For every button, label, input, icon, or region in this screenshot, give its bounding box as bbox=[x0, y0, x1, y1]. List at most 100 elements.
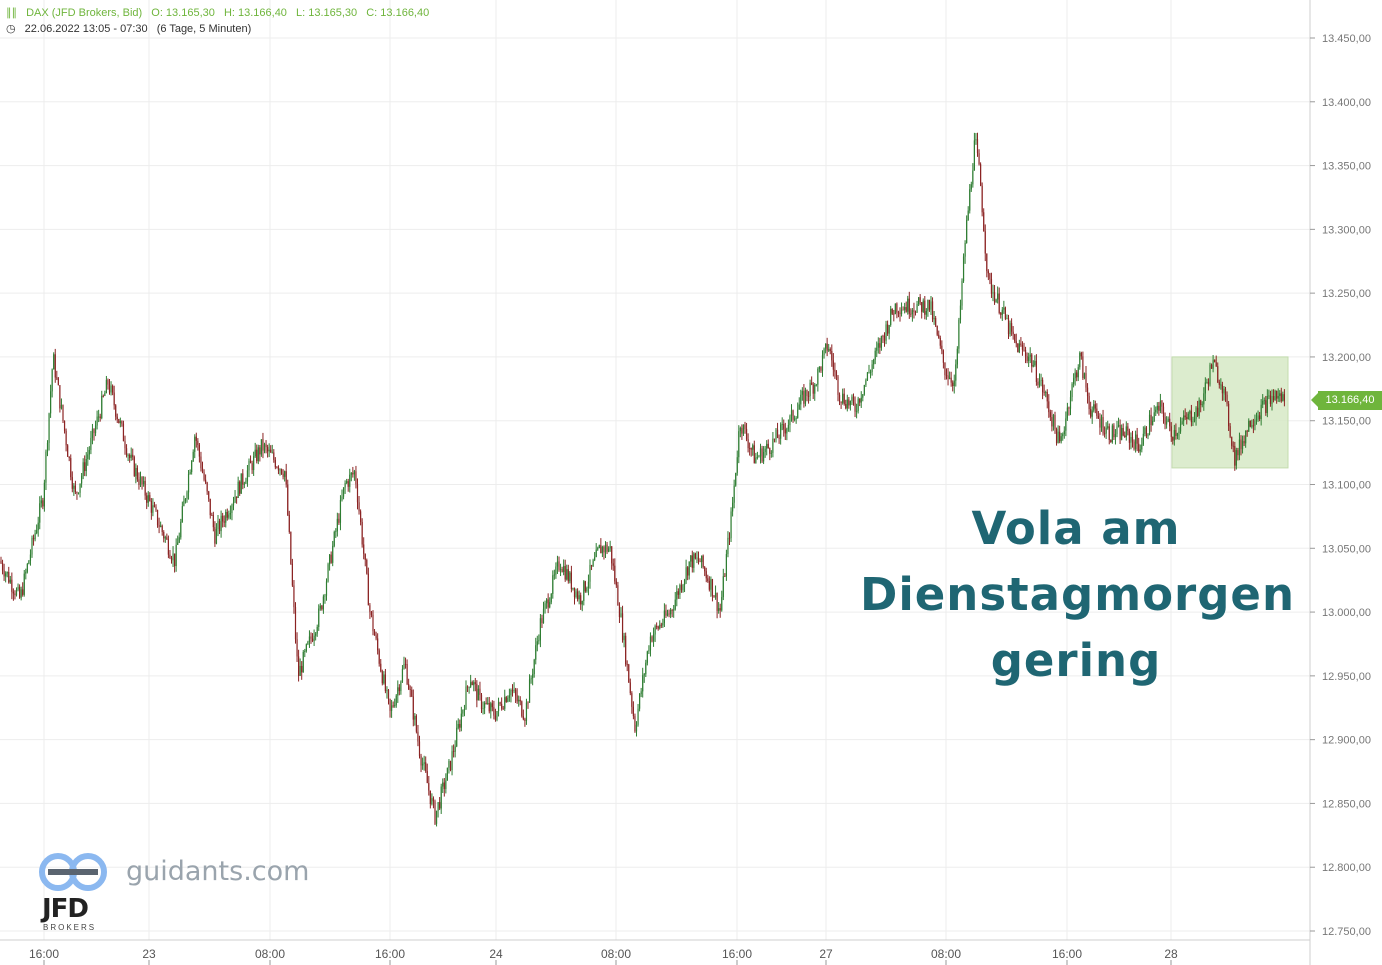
candle-body bbox=[32, 537, 35, 540]
candle-body bbox=[194, 436, 196, 452]
candle-body bbox=[1124, 435, 1126, 438]
candle-body bbox=[74, 485, 76, 493]
candle-body bbox=[1049, 412, 1051, 418]
candle-body bbox=[741, 427, 743, 434]
candle-body bbox=[257, 447, 259, 462]
candle-body bbox=[567, 569, 569, 582]
candle-body bbox=[555, 566, 557, 575]
candle-body bbox=[42, 500, 44, 507]
candle-body bbox=[1231, 436, 1233, 446]
candle-body bbox=[857, 398, 859, 412]
candle-body bbox=[823, 348, 825, 356]
candle-body bbox=[1105, 427, 1107, 434]
candle-body bbox=[515, 689, 517, 696]
candle-body bbox=[811, 382, 813, 385]
candle-body bbox=[1117, 424, 1120, 427]
candle-body bbox=[1195, 407, 1197, 419]
candle-body bbox=[401, 668, 404, 682]
candle-body bbox=[936, 325, 938, 335]
candle-body bbox=[240, 473, 242, 494]
candle-body bbox=[342, 487, 345, 497]
candle-body bbox=[759, 448, 762, 457]
candle-body bbox=[1228, 403, 1230, 427]
candle-body bbox=[976, 139, 979, 154]
candle-body bbox=[435, 810, 438, 824]
candle-body bbox=[1059, 431, 1061, 442]
candle-body bbox=[124, 441, 126, 449]
candle-body bbox=[891, 308, 893, 314]
candle-body bbox=[161, 525, 163, 533]
candle-body bbox=[333, 531, 335, 546]
candle-body bbox=[927, 299, 929, 312]
candle-body bbox=[527, 702, 529, 704]
candle-body bbox=[1238, 439, 1241, 456]
candle-body bbox=[81, 475, 83, 484]
candle-body bbox=[1122, 427, 1124, 436]
y-tick-label: 13.100,00 bbox=[1322, 480, 1371, 492]
y-axis: 13.450,00 13.400,00 13.350,00 13.300,00 13.2… bbox=[1310, 33, 1371, 938]
candle-body bbox=[859, 398, 861, 403]
candle-body bbox=[234, 496, 236, 503]
candle-body bbox=[383, 674, 385, 684]
candle-body bbox=[91, 428, 94, 438]
candle-body bbox=[364, 553, 366, 560]
candle-body bbox=[635, 724, 638, 732]
candle-body bbox=[1051, 417, 1053, 427]
candle-body bbox=[497, 702, 500, 712]
candle-body bbox=[869, 371, 872, 373]
candle-body bbox=[1187, 413, 1189, 420]
candle-body bbox=[437, 802, 439, 811]
candle-body bbox=[691, 555, 693, 568]
candle-body bbox=[952, 382, 954, 387]
candle-body bbox=[1156, 405, 1158, 410]
instrument-name[interactable]: DAX (JFD Brokers, Bid) bbox=[26, 7, 143, 19]
candle-body bbox=[913, 310, 915, 313]
candle-body bbox=[57, 378, 59, 386]
candle-body bbox=[90, 437, 92, 450]
candle-body bbox=[580, 595, 582, 605]
candle-body bbox=[846, 399, 848, 409]
candle-body bbox=[1192, 421, 1194, 423]
candle-body bbox=[711, 579, 714, 596]
candle-body bbox=[160, 525, 162, 527]
candle-body bbox=[812, 384, 814, 394]
candle-body bbox=[879, 343, 881, 348]
candle-body bbox=[935, 317, 937, 326]
candle-body bbox=[1179, 424, 1182, 432]
candle-body bbox=[581, 601, 583, 605]
candle-body bbox=[1175, 430, 1177, 436]
candle-body bbox=[260, 439, 262, 455]
candles bbox=[0, 132, 1285, 827]
candle-body bbox=[1133, 441, 1135, 450]
candle-body bbox=[786, 428, 788, 434]
candle-body bbox=[349, 474, 351, 487]
candle-body bbox=[31, 537, 33, 555]
candle-body bbox=[1248, 420, 1250, 432]
candle-body bbox=[386, 689, 388, 692]
candle-body bbox=[1082, 356, 1084, 379]
candle-body bbox=[1155, 409, 1157, 413]
candle-body bbox=[1023, 349, 1025, 351]
candle-body bbox=[953, 380, 955, 387]
candle-body bbox=[969, 189, 971, 211]
candle-body bbox=[978, 153, 980, 165]
candle-body bbox=[911, 310, 913, 315]
candle-body bbox=[8, 572, 10, 583]
candle-body bbox=[125, 448, 128, 456]
candle-body bbox=[888, 324, 890, 334]
candle-body bbox=[794, 418, 796, 420]
candle-body bbox=[135, 467, 137, 476]
candle-body bbox=[1114, 434, 1117, 438]
x-tick-label: 16:00 bbox=[722, 947, 752, 961]
candle-body bbox=[1173, 430, 1175, 441]
candle-body bbox=[423, 762, 425, 764]
candle-body bbox=[854, 402, 856, 412]
candle-body bbox=[611, 546, 613, 564]
candle-body bbox=[308, 636, 311, 642]
candle-body bbox=[1083, 373, 1086, 379]
range-header: ◷ 22.06.2022 13:05 - 07:30 (6 Tage, 5 Mi… bbox=[6, 22, 257, 35]
candle-body bbox=[821, 355, 824, 371]
candle-body bbox=[465, 686, 467, 710]
candle-body bbox=[914, 312, 917, 313]
